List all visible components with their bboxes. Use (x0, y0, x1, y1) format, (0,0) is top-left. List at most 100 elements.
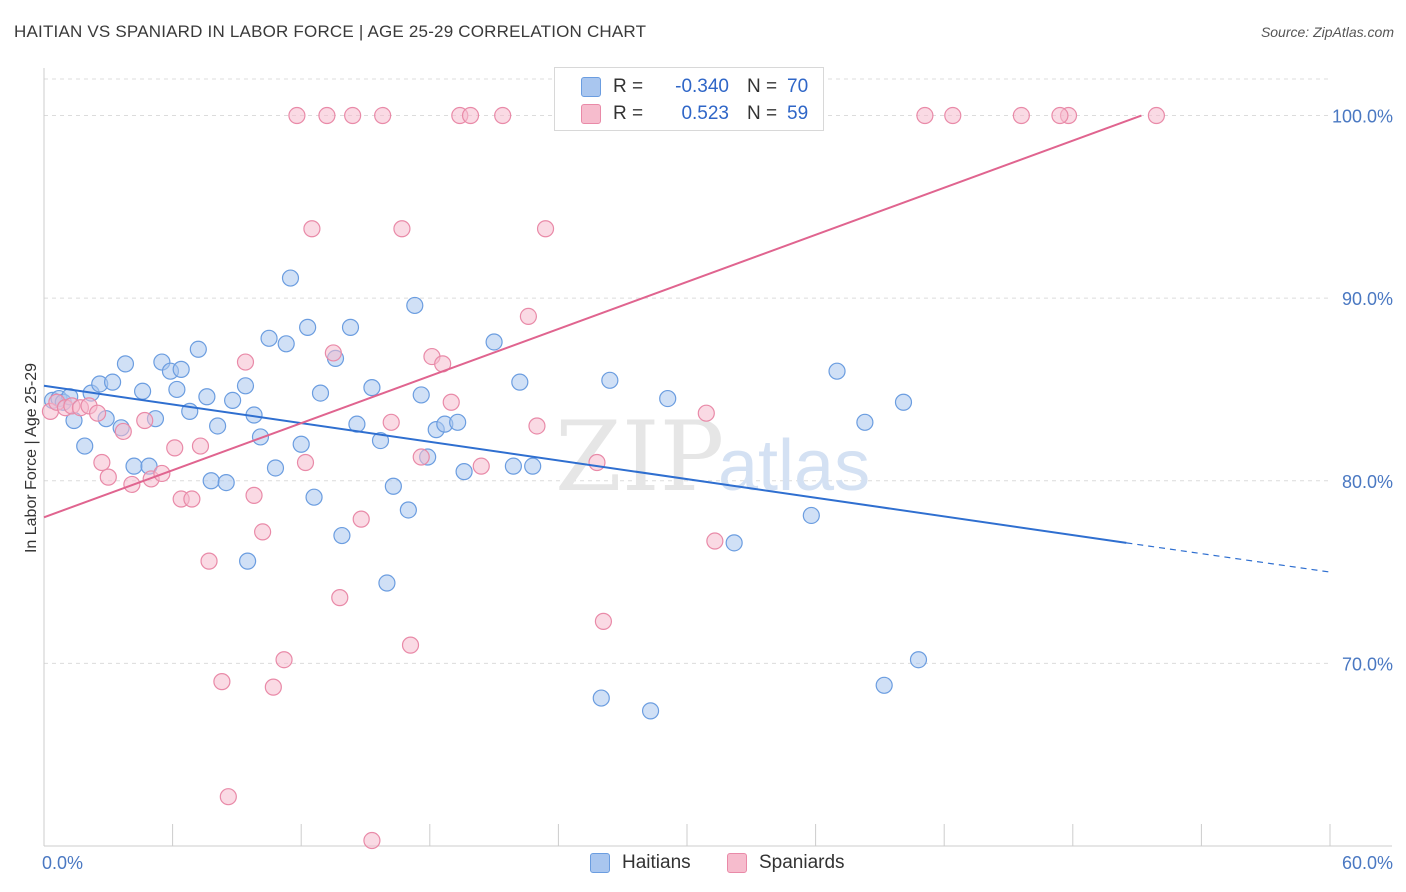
haitian-point (802, 506, 820, 525)
spaniard-point (594, 612, 613, 630)
spaniard-point (183, 490, 201, 508)
haitian-point (116, 355, 135, 373)
haitian-point (281, 269, 300, 287)
haitian-point (449, 413, 467, 431)
legend-n-value: 70 (787, 76, 809, 97)
spaniard-point (1147, 106, 1165, 125)
legend-r-value: 0.523 (681, 103, 729, 124)
haitian-point (333, 526, 351, 545)
spaniard-point (1051, 106, 1069, 125)
haitian-point (311, 384, 330, 402)
watermark-atlas: atlas (718, 426, 870, 506)
tick-labels: 70.0% 80.0% 90.0% 100.0% 0.0% 60.0% (42, 107, 1393, 873)
haitian-point (399, 501, 417, 519)
spaniard-point (219, 788, 237, 806)
legend-item-haitians[interactable]: Haitians (590, 852, 691, 874)
haitian-point (305, 488, 323, 506)
watermark: ZIP atlas (555, 401, 870, 513)
haitian-point (511, 373, 529, 391)
haitian-point (103, 373, 122, 391)
legend-n-label: N = (747, 76, 778, 97)
legend-r-value: -0.340 (675, 76, 729, 97)
haitian-point (209, 417, 227, 435)
legend-row-haitians: R = -0.340 N = 70 (581, 74, 808, 100)
spaniard-point (374, 106, 392, 125)
spaniard-point (706, 532, 724, 550)
spaniard-point (236, 353, 255, 371)
haitian-point (524, 457, 542, 475)
haitian-point (504, 457, 522, 475)
haitians-points (43, 269, 928, 720)
spaniard-point (944, 106, 962, 125)
haitian-point (224, 391, 242, 410)
spaniard-point (344, 106, 362, 125)
spaniard-point (166, 439, 184, 457)
spaniard-point (213, 673, 231, 691)
spaniard-point (472, 457, 490, 475)
haitian-point (251, 428, 270, 446)
haitian-point (236, 377, 255, 395)
haitian-point (133, 382, 152, 400)
spaniard-point (296, 453, 315, 472)
haitian-point (189, 340, 207, 358)
spaniard-point (114, 422, 132, 441)
spaniards-swatch (727, 853, 747, 873)
spaniard-point (288, 106, 306, 125)
haitian-point (172, 360, 190, 378)
haitian-point (875, 676, 893, 694)
legend-label-haitians: Haitians (622, 852, 691, 873)
legend-n-value: 59 (787, 103, 809, 124)
haitian-point (384, 477, 402, 495)
haitian-point (363, 379, 381, 397)
haitian-point (909, 651, 928, 669)
haitians-swatch (590, 853, 610, 873)
y-tick-label: 80.0% (1342, 472, 1393, 492)
haitian-point (239, 552, 257, 570)
spaniard-point (88, 404, 107, 422)
haitian-point (485, 333, 503, 351)
haitian-point (601, 371, 619, 389)
legend-r-label: R = (613, 103, 644, 124)
correlation-legend: R = -0.340 N = 70 R = 0.523 N = 59 (554, 67, 824, 131)
haitian-point (125, 457, 143, 475)
spaniard-point (412, 448, 430, 466)
haitian-point (198, 388, 216, 406)
watermark-zip: ZIP (555, 401, 724, 513)
spaniard-point (536, 220, 555, 238)
series-legend: Haitians Spaniards (0, 852, 1406, 878)
haitian-point (341, 318, 360, 336)
spaniard-point (200, 552, 218, 570)
legend-item-spaniards[interactable]: Spaniards (727, 852, 845, 874)
y-tick-label: 90.0% (1342, 289, 1393, 309)
y-axis-label: In Labor Force | Age 25-29 (23, 363, 40, 553)
haitian-point (856, 413, 874, 431)
haitian-point (260, 329, 278, 347)
spaniard-point (697, 404, 715, 422)
spaniards-points (41, 106, 1165, 850)
spaniards-trend-line (43, 114, 1142, 519)
haitian-point (371, 431, 390, 450)
legend-label-spaniards: Spaniards (759, 852, 845, 873)
haitian-point (406, 296, 424, 315)
y-tick-label: 100.0% (1332, 107, 1393, 127)
haitian-point (76, 437, 94, 455)
spaniard-point (191, 437, 210, 455)
source-label: Source: ZipAtlas.com (1260, 24, 1394, 40)
haitian-point (828, 362, 846, 380)
y-tick-label: 70.0% (1342, 654, 1393, 674)
spaniard-point (99, 468, 117, 486)
haitian-point (894, 393, 913, 411)
haitians-trend-line (43, 384, 1127, 544)
haitian-point (378, 574, 396, 592)
haitian-point (168, 380, 186, 399)
spaniard-point (93, 453, 111, 472)
spaniard-point (331, 589, 349, 607)
haitian-point (641, 702, 660, 720)
haitian-point (659, 389, 677, 408)
spaniard-point (254, 523, 272, 541)
haitian-point (299, 318, 317, 336)
spaniard-point (588, 453, 606, 472)
haitian-point (725, 534, 743, 552)
haitian-point (217, 473, 235, 492)
